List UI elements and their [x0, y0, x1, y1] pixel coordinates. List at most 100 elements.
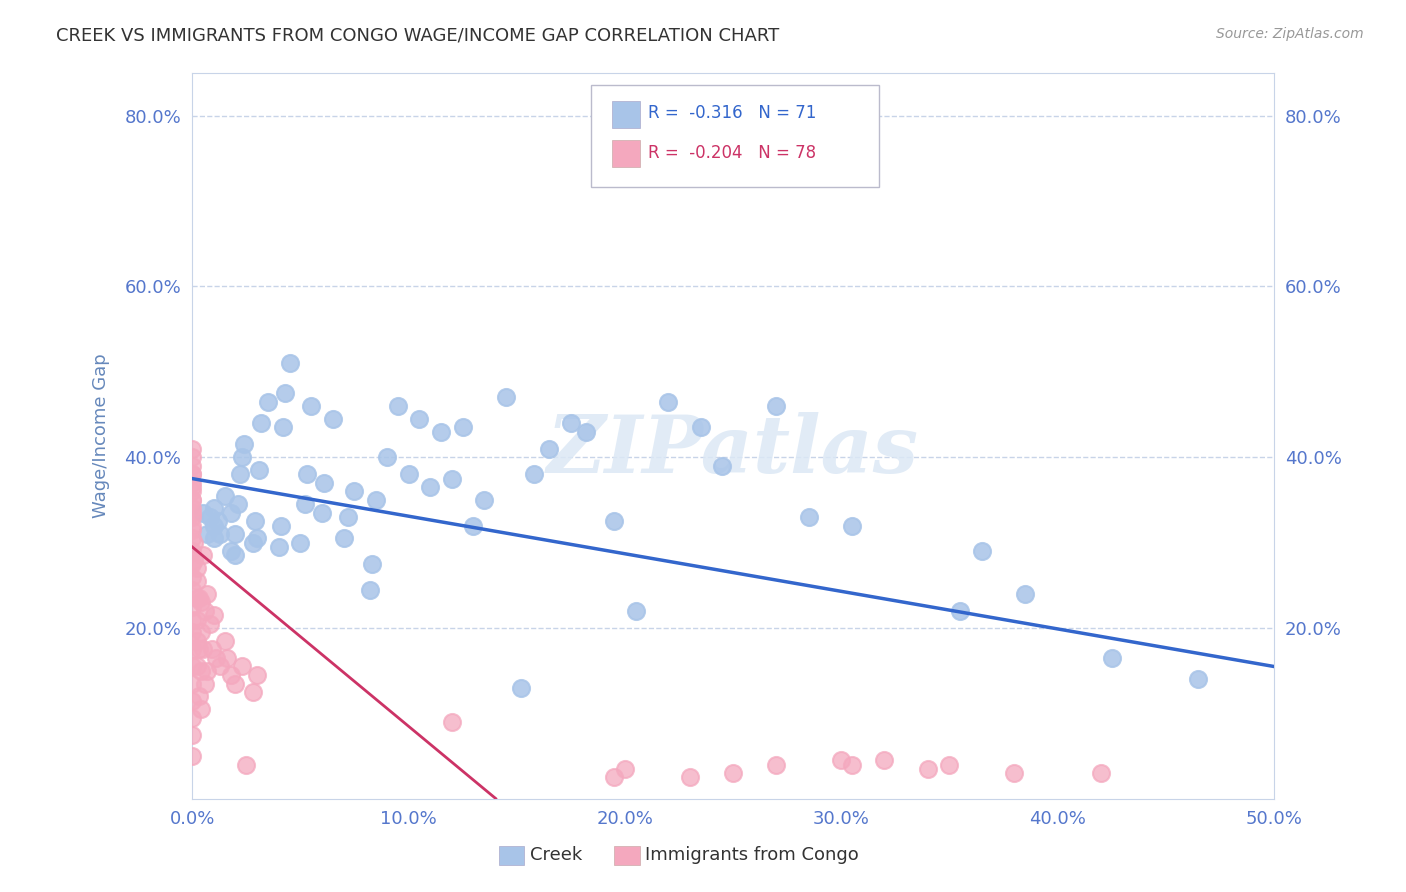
Point — [181, 501, 204, 516]
Point — [1187, 673, 1209, 687]
Point — [186, 561, 208, 575]
Point — [364, 492, 387, 507]
Point — [202, 532, 225, 546]
Point — [181, 749, 204, 764]
Point — [603, 514, 626, 528]
Point — [195, 527, 218, 541]
Point — [451, 420, 474, 434]
Point — [181, 544, 204, 558]
Point — [187, 591, 209, 606]
Point — [190, 664, 212, 678]
Point — [183, 535, 205, 549]
Text: Creek: Creek — [530, 847, 582, 864]
Point — [679, 771, 702, 785]
Point — [181, 442, 204, 456]
Point — [214, 633, 236, 648]
Point — [190, 625, 212, 640]
Point — [214, 489, 236, 503]
Point — [270, 518, 292, 533]
Point — [231, 659, 253, 673]
Point — [290, 535, 312, 549]
Point — [510, 681, 533, 695]
Point — [322, 412, 344, 426]
Point — [242, 535, 264, 549]
Point — [267, 540, 290, 554]
Point — [181, 467, 204, 482]
Point — [246, 668, 269, 682]
Text: R =  -0.316   N = 71: R = -0.316 N = 71 — [648, 104, 817, 122]
Point — [523, 467, 546, 482]
Point — [295, 467, 318, 482]
Text: Immigrants from Congo: Immigrants from Congo — [645, 847, 859, 864]
Point — [294, 497, 316, 511]
Point — [187, 690, 209, 704]
Point — [186, 633, 208, 648]
Point — [970, 544, 993, 558]
Point — [181, 484, 204, 499]
Point — [191, 506, 214, 520]
Point — [181, 450, 204, 465]
Point — [219, 668, 242, 682]
Point — [830, 753, 852, 767]
Point — [181, 475, 204, 490]
Point — [657, 394, 679, 409]
Point — [181, 659, 204, 673]
Point — [575, 425, 598, 439]
Point — [398, 467, 420, 482]
Point — [247, 463, 270, 477]
Point — [224, 676, 246, 690]
Point — [359, 582, 381, 597]
Point — [181, 458, 204, 473]
Point — [440, 472, 463, 486]
Point — [841, 757, 863, 772]
Point — [195, 664, 218, 678]
Point — [711, 458, 734, 473]
Point — [765, 757, 787, 772]
Text: ZIPatlas: ZIPatlas — [547, 412, 920, 489]
Point — [181, 523, 204, 537]
Point — [202, 608, 225, 623]
Point — [191, 642, 214, 657]
Point — [949, 604, 972, 618]
Point — [613, 762, 636, 776]
Point — [689, 420, 711, 434]
Point — [181, 510, 204, 524]
Text: CREEK VS IMMIGRANTS FROM CONGO WAGE/INCOME GAP CORRELATION CHART: CREEK VS IMMIGRANTS FROM CONGO WAGE/INCO… — [56, 27, 779, 45]
Point — [538, 442, 561, 456]
Point — [226, 497, 249, 511]
Point — [243, 514, 266, 528]
Point — [190, 702, 212, 716]
Point — [233, 437, 256, 451]
Point — [250, 416, 273, 430]
Point — [195, 587, 218, 601]
Point — [201, 642, 224, 657]
Point — [191, 549, 214, 563]
Point — [181, 728, 204, 742]
Point — [343, 484, 366, 499]
Point — [209, 527, 232, 541]
Point — [209, 659, 232, 673]
Point — [231, 450, 253, 465]
Point — [360, 557, 382, 571]
Point — [246, 532, 269, 546]
Point — [419, 480, 441, 494]
Point — [181, 676, 204, 690]
Point — [187, 642, 209, 657]
Point — [1101, 651, 1123, 665]
Y-axis label: Wage/Income Gap: Wage/Income Gap — [93, 353, 110, 518]
Point — [440, 714, 463, 729]
Point — [257, 394, 280, 409]
Point — [332, 532, 354, 546]
Point — [181, 613, 204, 627]
Point — [765, 399, 787, 413]
Point — [190, 595, 212, 609]
Point — [181, 570, 204, 584]
Point — [797, 510, 820, 524]
Point — [181, 557, 204, 571]
Point — [375, 450, 398, 465]
Point — [186, 591, 208, 606]
Point — [181, 492, 204, 507]
Point — [873, 753, 896, 767]
Point — [311, 506, 333, 520]
Point — [271, 420, 294, 434]
